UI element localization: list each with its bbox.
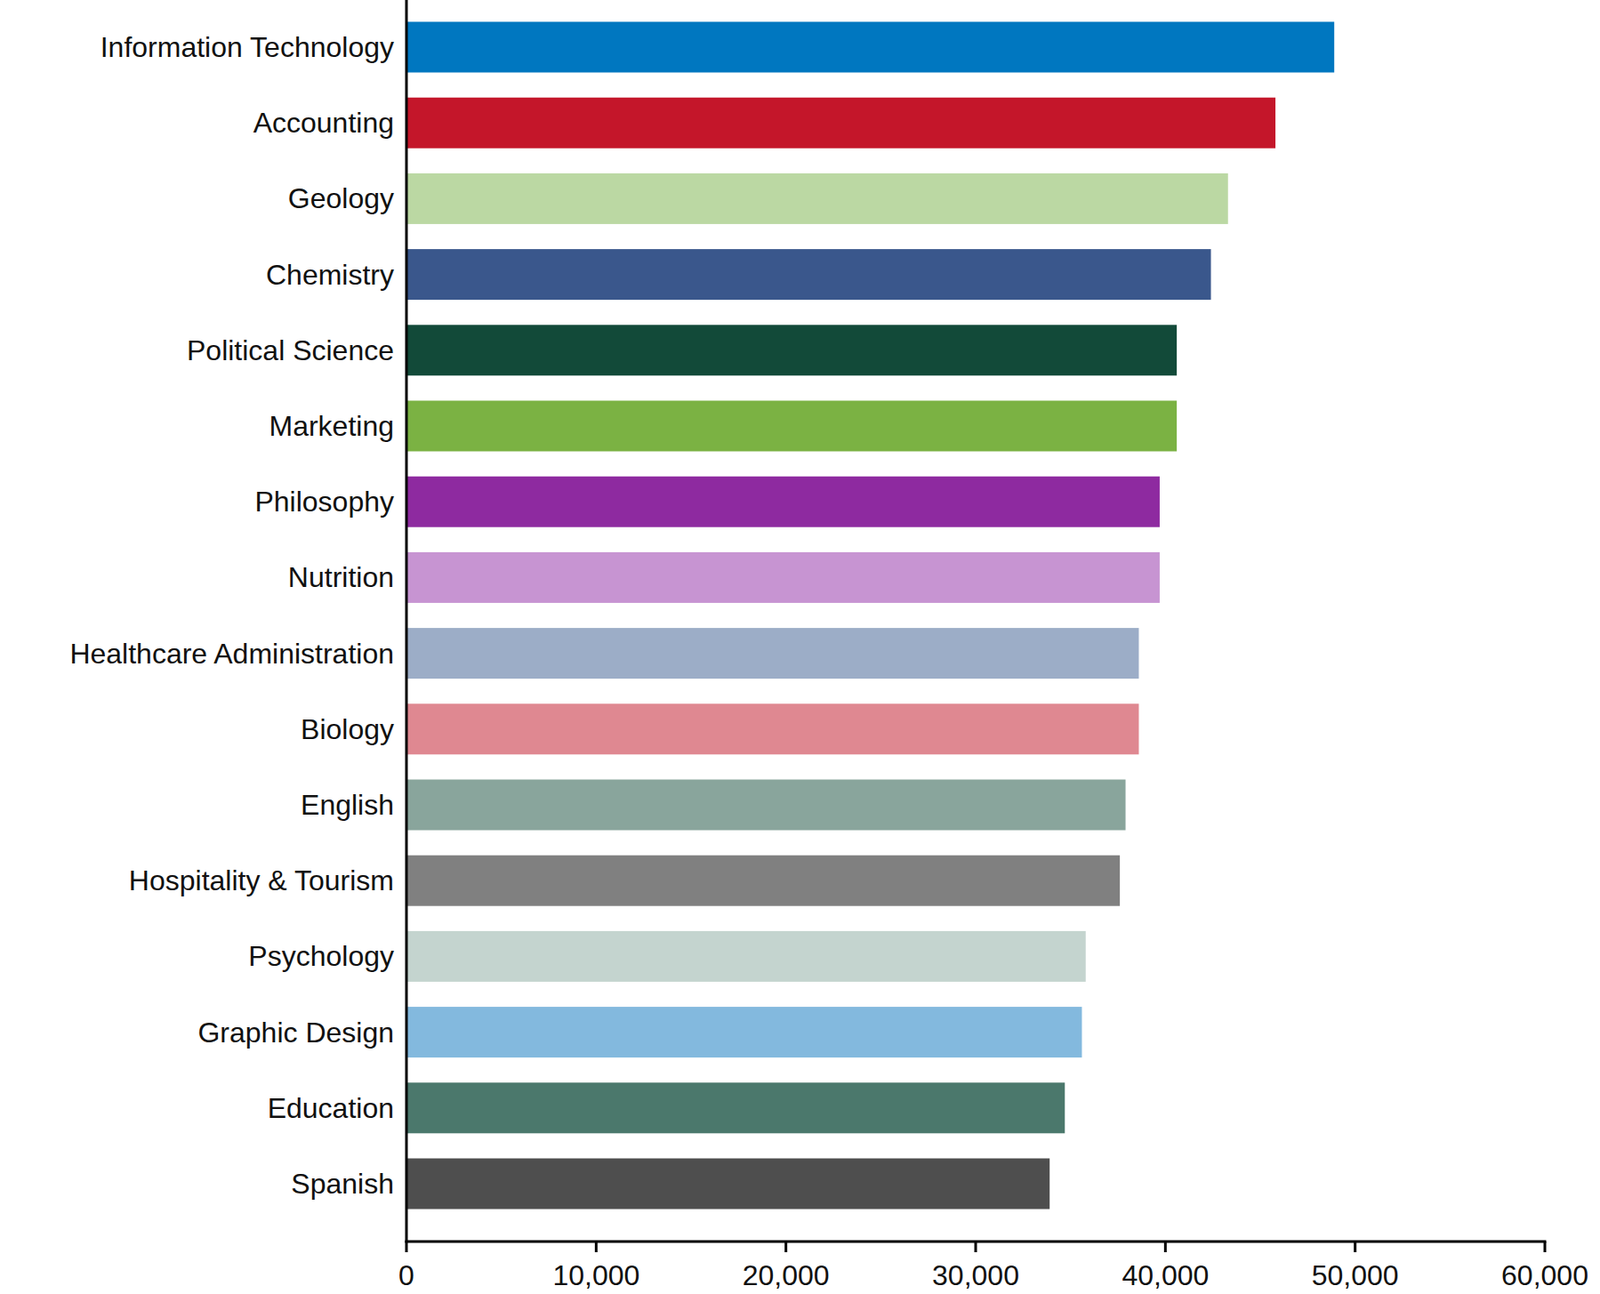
bar xyxy=(406,931,1086,982)
tick-label: 60,000 xyxy=(1501,1259,1589,1292)
tick-mark xyxy=(1543,1241,1547,1253)
bars xyxy=(406,22,1335,1210)
bar xyxy=(406,855,1120,907)
bar xyxy=(406,1006,1082,1058)
tick-label: 30,000 xyxy=(932,1259,1020,1292)
category-label: Accounting xyxy=(253,106,394,139)
tick-mark xyxy=(405,1241,409,1253)
category-label: Nutrition xyxy=(288,561,394,594)
category-label: Education xyxy=(267,1092,394,1125)
category-label: Marketing xyxy=(269,410,395,443)
category-label: Biology xyxy=(300,713,394,746)
category-label: English xyxy=(300,788,394,821)
tick-label: 40,000 xyxy=(1121,1259,1209,1292)
bar xyxy=(406,552,1160,604)
tick-mark xyxy=(784,1241,788,1253)
bar xyxy=(406,401,1177,452)
y-axis-line xyxy=(405,0,409,1243)
bar xyxy=(406,173,1229,225)
category-label: Philosophy xyxy=(254,485,394,518)
bar xyxy=(406,249,1212,300)
tick-label: 20,000 xyxy=(742,1259,830,1292)
category-label: Political Science xyxy=(186,334,394,367)
bar xyxy=(406,1158,1050,1210)
bar xyxy=(406,1082,1065,1134)
bar xyxy=(406,22,1335,73)
tick-mark xyxy=(594,1241,598,1253)
tick-label: 10,000 xyxy=(552,1259,640,1292)
category-label: Healthcare Administration xyxy=(69,637,394,670)
bar xyxy=(406,97,1276,149)
category-label: Spanish xyxy=(290,1167,394,1200)
tick-mark xyxy=(1353,1241,1357,1253)
tick-mark xyxy=(1164,1241,1167,1253)
category-label: Geology xyxy=(288,182,394,215)
bar xyxy=(406,779,1126,831)
chart: Information Technology Accounting Geology C… xyxy=(0,0,1600,1294)
category-label: Information Technology xyxy=(100,31,394,64)
category-label: Hospitality & Tourism xyxy=(128,864,394,897)
tick-mark xyxy=(974,1241,978,1253)
tick-label: 50,000 xyxy=(1311,1259,1399,1292)
category-label: Psychology xyxy=(248,940,394,973)
category-label: Chemistry xyxy=(265,258,394,291)
category-label: Graphic Design xyxy=(197,1016,394,1049)
tick-label: 0 xyxy=(398,1259,415,1292)
bar xyxy=(406,324,1177,376)
bar xyxy=(406,476,1160,528)
bar xyxy=(406,703,1139,755)
bar xyxy=(406,627,1139,679)
